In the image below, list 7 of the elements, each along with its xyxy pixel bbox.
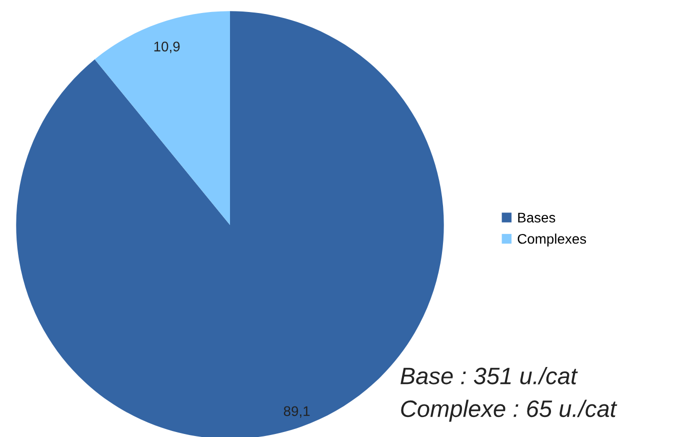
data-label: 10,9 [154, 42, 180, 54]
data-label: 89,1 [284, 406, 310, 418]
legend-label: Bases [518, 212, 556, 223]
legend-label: Complexes [518, 234, 586, 247]
text: Complexe : 65 u./cat [401, 400, 618, 422]
text: Base : 351 u./cat [400, 367, 578, 384]
pie-slice [94, 11, 230, 225]
